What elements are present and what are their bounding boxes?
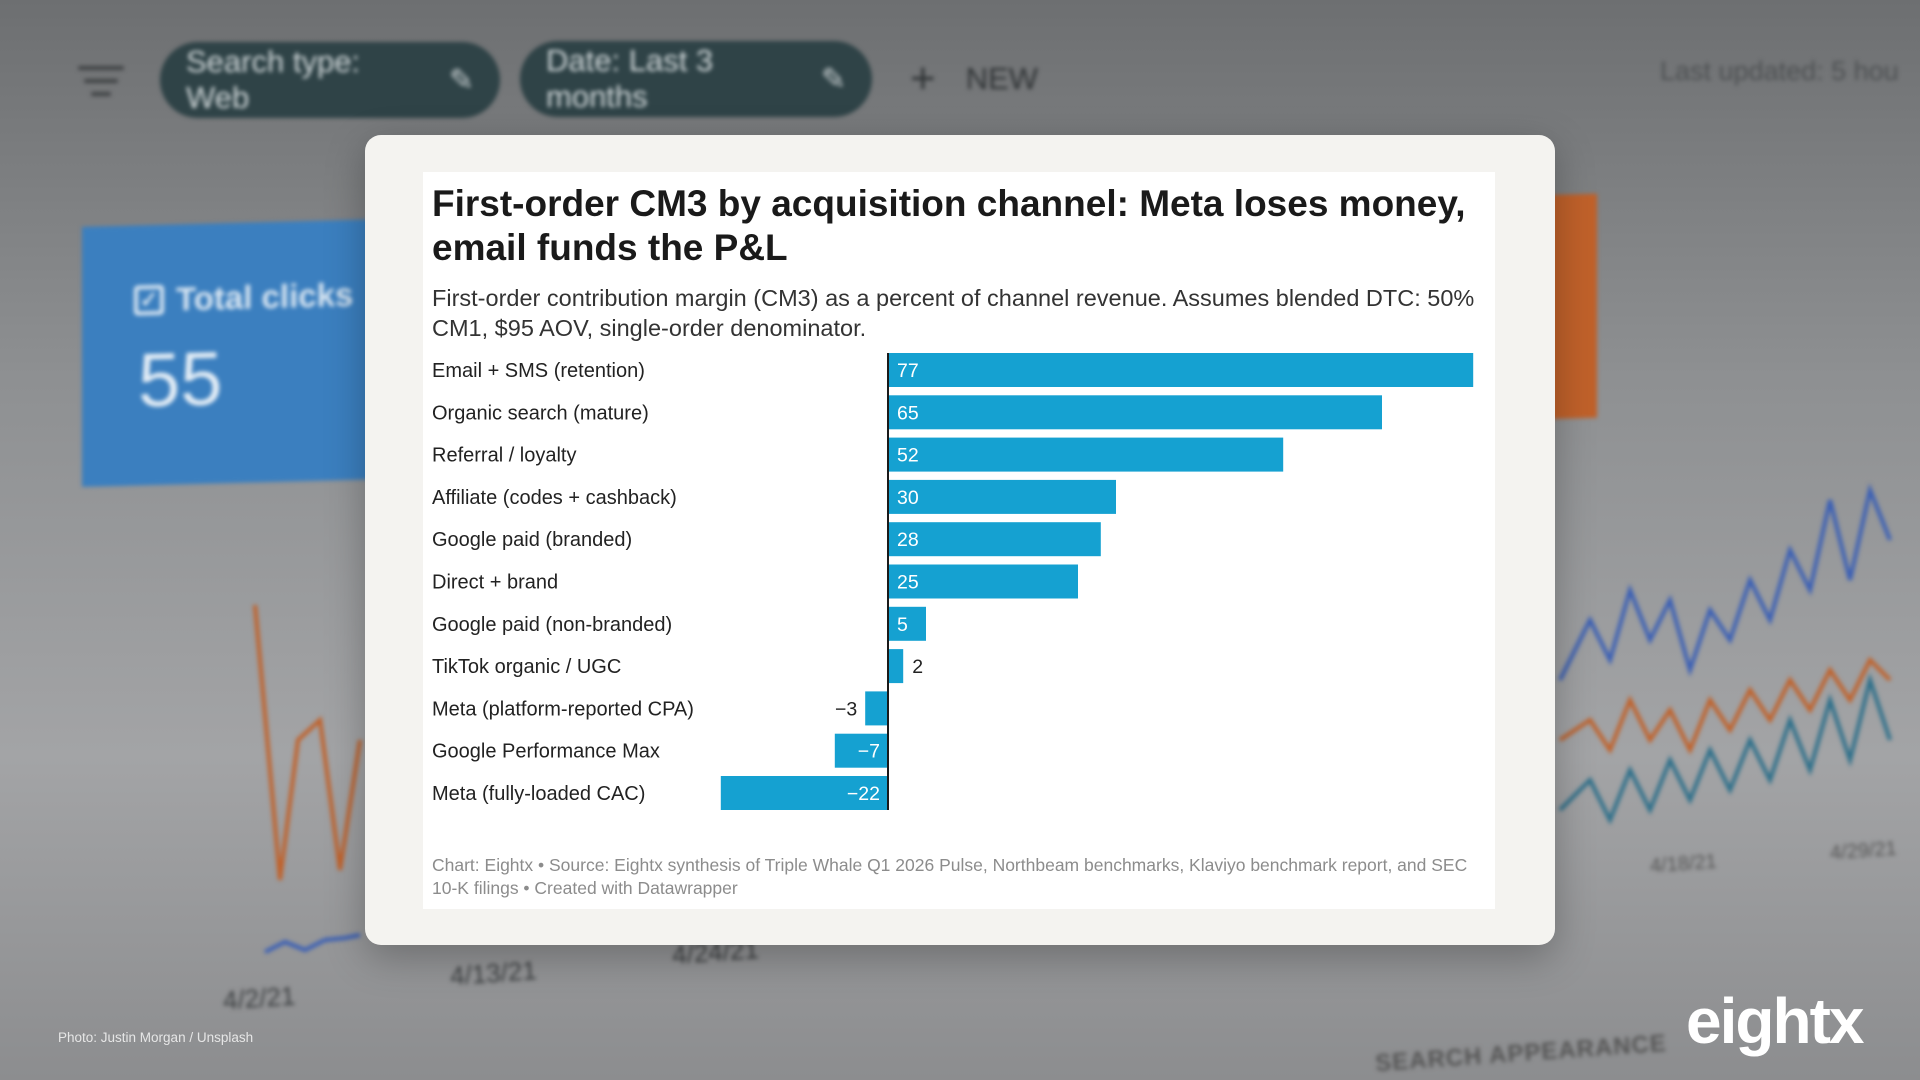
search-type-chip-label: Search type: Web (186, 44, 361, 115)
chart-bar (720, 776, 888, 810)
chart-bar (888, 395, 1382, 430)
category-label: Meta (fully-loaded CAC) (432, 783, 645, 805)
category-label: Direct + brand (432, 572, 558, 594)
chart-bar (888, 353, 1474, 387)
category-label: Referral / loyalty (432, 445, 577, 467)
orange-series-line (253, 604, 362, 881)
value-label: 77 (897, 360, 919, 382)
right-orange-series-line (1558, 656, 1892, 755)
chart-bar (834, 733, 888, 768)
chart-frame: First-order CM3 by acquisition channel: … (423, 172, 1495, 909)
category-label: TikTok organic / UGC (432, 656, 621, 678)
chart-bar (888, 479, 1116, 514)
date-tick: 4/2/21 (222, 980, 297, 1016)
right-teal-series-line (1558, 672, 1892, 825)
category-label: Google paid (branded) (432, 529, 632, 551)
value-label: −22 (847, 783, 880, 805)
category-label: Organic search (mature) (432, 402, 649, 424)
chart-bar (865, 691, 888, 726)
chart-bar (888, 606, 926, 641)
value-label: −3 (835, 698, 857, 720)
pencil-icon: ✎ (820, 62, 846, 96)
date-tick: 4/13/21 (449, 955, 538, 991)
date-range-chip: Date: Last 3 months ✎ (520, 41, 872, 117)
category-label: Google paid (non-branded) (432, 614, 672, 636)
chart-footer: Chart: Eightx • Source: Eightx synthesis… (432, 855, 1468, 898)
new-filter-button: + NEW (910, 54, 1038, 104)
category-label: Google Performance Max (432, 741, 660, 763)
chart-bar (888, 437, 1284, 472)
category-label: Affiliate (codes + cashback) (432, 487, 677, 509)
bar-chart: Email + SMS (retention) 77 Organic search … (432, 353, 1474, 810)
value-label: 52 (897, 445, 919, 467)
category-label: Email + SMS (retention) (432, 360, 645, 382)
new-filter-label: NEW (965, 61, 1039, 96)
chart-title: First-order CM3 by acquisition channel: … (432, 183, 1466, 268)
category-label: Meta (platform-reported CPA) (432, 698, 694, 720)
value-label: 28 (897, 529, 919, 551)
date-tick: 4/29/21 (1829, 837, 1898, 865)
filter-icon (78, 66, 124, 105)
chart-bar (888, 522, 1101, 557)
chart-subtitle: First-order contribution margin (CM3) as… (432, 285, 1475, 341)
eightx-logo: eightx (1686, 985, 1864, 1057)
chart-bar (888, 564, 1078, 599)
date-range-chip-label: Date: Last 3 months (546, 43, 714, 114)
pencil-icon: ✎ (448, 63, 474, 97)
value-label: 65 (897, 402, 919, 424)
chart-card: First-order CM3 by acquisition channel: … (365, 135, 1555, 945)
blue-series-line (264, 933, 361, 954)
last-updated-text: Last updated: 5 hou (1660, 56, 1899, 86)
chart-bar (888, 649, 904, 684)
value-label: 5 (897, 614, 908, 636)
value-label: 25 (897, 572, 919, 594)
photo-credit: Photo: Justin Morgan / Unsplash (58, 1030, 254, 1045)
search-type-chip: Search type: Web ✎ (160, 42, 500, 118)
value-label: −7 (858, 741, 880, 763)
right-blue-series-line (1558, 483, 1892, 681)
plus-icon: + (910, 54, 936, 103)
value-label: 30 (897, 487, 919, 509)
date-tick: 4/18/21 (1649, 850, 1718, 878)
value-label: 2 (912, 656, 923, 678)
